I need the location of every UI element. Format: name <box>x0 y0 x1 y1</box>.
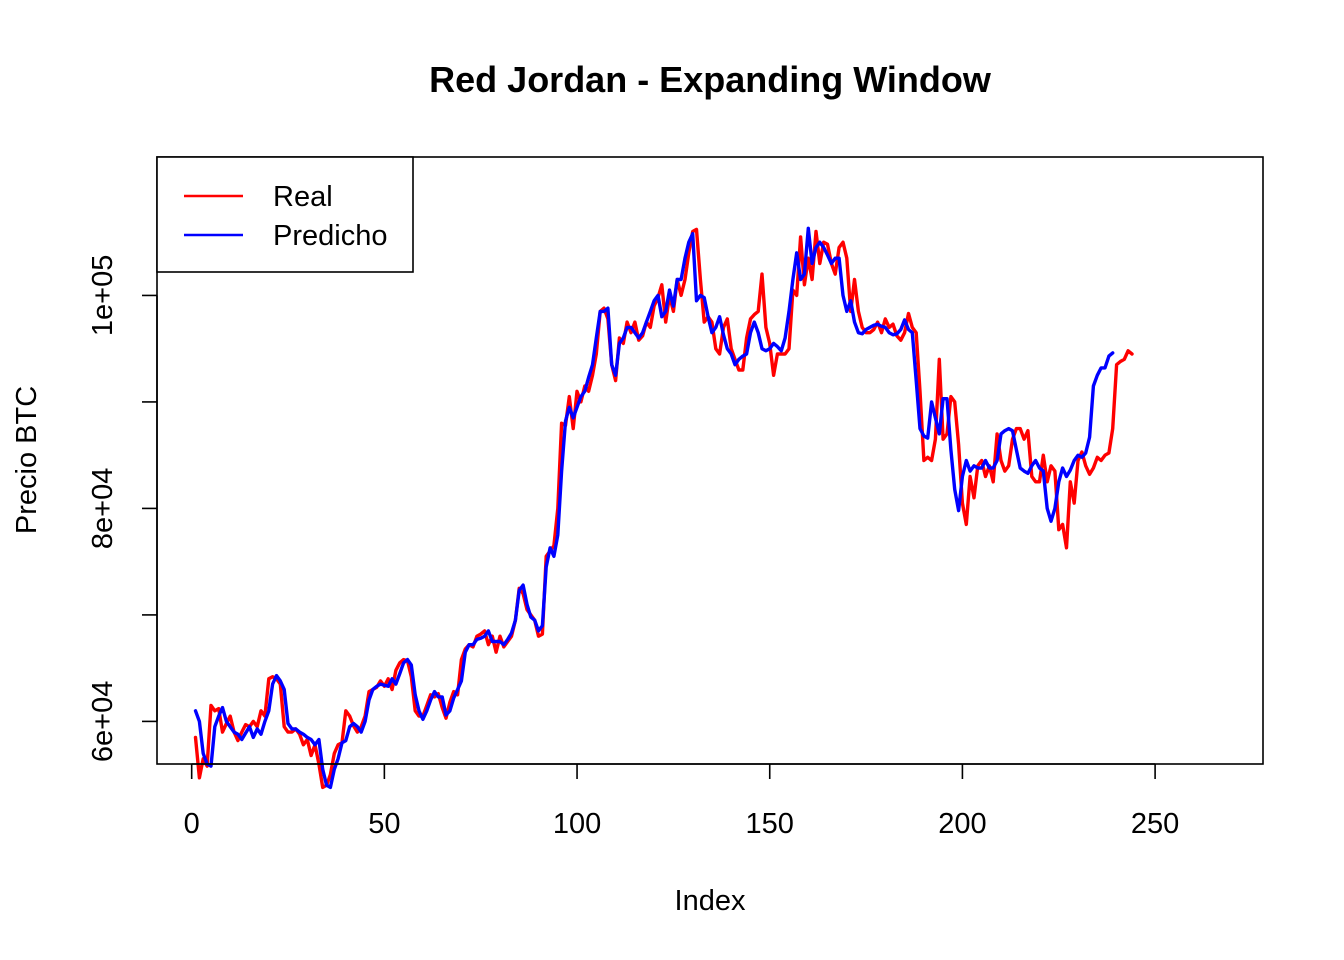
y-tick-label: 6e+04 <box>87 681 119 762</box>
legend-label-predicho: Predicho <box>273 220 387 252</box>
series-line-real <box>193 227 1134 790</box>
legend-box <box>156 156 414 273</box>
x-tick-label: 150 <box>746 808 794 840</box>
y-tick-label: 1e+05 <box>87 255 119 336</box>
x-tick-label: 50 <box>368 808 400 840</box>
x-tick-label: 250 <box>1131 808 1179 840</box>
legend: Real Predicho <box>156 156 414 273</box>
x-axis-label: Index <box>675 885 746 917</box>
y-axis-label: Precio BTC <box>11 386 43 534</box>
plot-border <box>156 156 1264 765</box>
x-tick-label: 0 <box>184 808 200 840</box>
x-tick-label: 200 <box>938 808 986 840</box>
series-layer <box>193 226 1134 790</box>
x-tick-label: 100 <box>553 808 601 840</box>
legend-label-real: Real <box>273 181 333 213</box>
y-tick-label: 8e+04 <box>87 468 119 549</box>
chart-title: Red Jordan - Expanding Window <box>429 59 992 100</box>
series-line-predicho <box>193 226 1115 790</box>
